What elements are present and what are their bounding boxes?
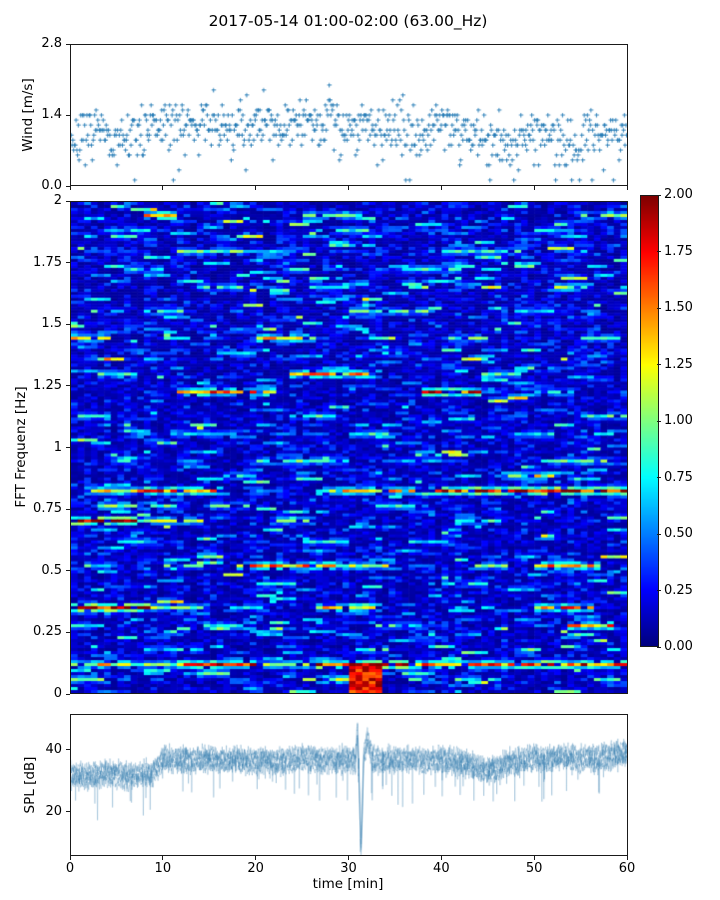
colorbar-tick-label: 0.00	[664, 639, 693, 654]
spectrogram-y-tick	[66, 262, 70, 264]
wind-y-tick	[66, 185, 70, 187]
spectrogram-y-tick-label: 0.5	[41, 562, 62, 578]
spectrogram-y-tick	[66, 385, 70, 387]
spectrogram-y-tick	[66, 570, 70, 572]
spectrogram-y-tick	[66, 693, 70, 695]
spl-x-tick	[162, 856, 164, 860]
spectrogram-y-tick-label: 1	[53, 439, 62, 455]
spl-line-panel	[70, 714, 628, 856]
wind-scatter-canvas	[71, 45, 627, 185]
time-x-tick-label: 30	[340, 861, 357, 876]
spectrogram-y-tick-label: 1.5	[41, 316, 62, 332]
spectrogram-y-tick	[66, 200, 70, 202]
wind-y-tick	[66, 43, 70, 45]
colorbar-gradient	[641, 196, 658, 646]
colorbar-tick-label: 1.50	[664, 300, 693, 315]
colorbar-tick	[657, 307, 661, 309]
spl-y-tick	[66, 811, 70, 813]
colorbar-tick-label: 1.00	[664, 413, 693, 428]
colorbar-tick	[657, 420, 661, 422]
colorbar-tick	[657, 646, 661, 648]
wind-y-tick-label: 2.8	[41, 36, 62, 51]
colorbar-tick	[657, 477, 661, 478]
time-x-tick-label: 40	[433, 861, 450, 876]
colorbar-tick	[657, 590, 661, 591]
time-x-tick-label: 10	[154, 861, 172, 876]
spl-y-tick-label: 40	[45, 741, 62, 757]
colorbar-tick-label: 2.00	[664, 187, 693, 202]
spl-y-tick	[66, 749, 70, 751]
time-x-tick-label: 20	[247, 861, 264, 876]
colorbar-tick	[657, 364, 661, 365]
x-axis-label: time [min]	[312, 876, 384, 892]
spectrogram-y-tick	[66, 323, 70, 325]
time-x-tick-label: 60	[618, 861, 636, 876]
wind-scatter-panel	[70, 44, 628, 186]
spl-x-tick	[440, 856, 442, 860]
time-x-tick-label: 50	[525, 861, 543, 876]
colorbar-tick	[657, 533, 661, 535]
wind-x-tick	[440, 186, 442, 190]
wind-y-tick	[66, 114, 70, 116]
spl-x-tick	[69, 856, 71, 860]
spl-x-tick	[533, 856, 535, 860]
figure-title: 2017-05-14 01:00-02:00 (63.00_Hz)	[208, 12, 488, 30]
colorbar-tick-label: 0.50	[664, 526, 693, 541]
spectrogram-y-tick-label: 0.75	[33, 501, 62, 517]
spectrogram-y-tick-label: 0	[53, 686, 62, 701]
spectrogram-y-tick-label: 1.25	[33, 377, 62, 393]
wind-x-tick	[626, 186, 628, 190]
spectrogram-y-tick	[66, 508, 70, 510]
colorbar-tick-label: 0.75	[664, 469, 693, 485]
spectrogram-y-tick	[66, 447, 70, 448]
colorbar-tick-label: 0.25	[664, 582, 693, 598]
spl-y-tick-label: 20	[45, 803, 62, 819]
spl-x-tick	[348, 856, 349, 860]
wind-x-tick	[69, 186, 71, 190]
spl-x-tick	[626, 856, 628, 860]
colorbar-tick	[657, 194, 661, 196]
spl-line-canvas	[71, 715, 627, 855]
colorbar-tick-label: 1.25	[664, 356, 693, 372]
wind-x-tick	[348, 186, 349, 190]
wind-y-tick-label: 0.0	[41, 178, 62, 193]
spectrogram-y-tick-label: 0.25	[33, 624, 62, 640]
colorbar-tick-label: 1.75	[664, 243, 693, 259]
wind-y-tick-label: 1.4	[41, 107, 62, 122]
wind-x-tick	[162, 186, 164, 190]
spectrogram-y-tick	[66, 631, 70, 633]
time-x-tick-label: 0	[65, 861, 75, 876]
spectrogram-panel	[70, 201, 628, 694]
colorbar-tick	[657, 251, 661, 252]
wind-x-tick	[255, 186, 257, 190]
spectrogram-canvas	[71, 202, 627, 693]
spl-x-tick	[255, 856, 257, 860]
spectrogram-y-tick-label: 2	[53, 193, 62, 208]
wind-x-tick	[533, 186, 535, 190]
spectrogram-y-tick-label: 1.75	[33, 254, 62, 270]
